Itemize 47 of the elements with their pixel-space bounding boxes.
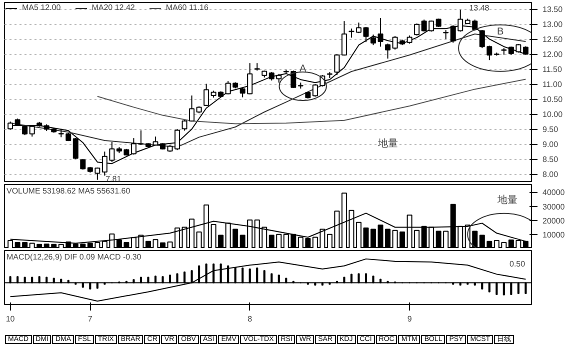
y-tick-label: 10000 — [542, 230, 566, 240]
candlestick — [370, 34, 376, 46]
y-tick-label: 8.00 — [542, 170, 559, 180]
y-tick-label: 11.00 — [542, 80, 562, 90]
y-tick-label: 9.00 — [542, 140, 559, 150]
line-series — [96, 78, 526, 124]
candlestick — [80, 158, 86, 170]
x-tick-label: 10 — [6, 314, 16, 324]
annotation: 地量 — [496, 194, 518, 206]
candlestick — [29, 125, 35, 138]
annotation: A — [300, 64, 307, 75]
chart-title: VOLUME 53198.62 MA5 55631.60 — [6, 186, 131, 196]
candlestick — [486, 45, 492, 61]
y-tick-label: 13.50 — [542, 5, 564, 14]
legend-label: MA20 12.42 — [92, 3, 135, 12]
y-tick-label: 40000 — [542, 188, 566, 198]
y-tick-label: 10.50 — [542, 95, 564, 104]
candlestick — [189, 95, 195, 122]
y-tick-label: 11.50 — [542, 65, 562, 74]
y-tick-label: 30000 — [542, 202, 566, 212]
annotation: 13.48 — [469, 3, 490, 12]
candlestick — [182, 120, 188, 132]
candlestick — [204, 83, 210, 106]
annotation: 0.50 — [510, 260, 526, 269]
candlestick — [130, 138, 136, 156]
candlestick — [334, 54, 340, 76]
candlestick — [385, 43, 391, 60]
chart-title: MACD(12,26,9) DIF 0.09 MACD -0.30 — [6, 252, 142, 262]
candlestick — [341, 20, 347, 56]
y-tick-label: 8.50 — [542, 155, 559, 164]
x-tick-label: 8 — [248, 314, 253, 324]
candlestick — [479, 30, 485, 49]
annotation: 7.81 — [106, 174, 122, 184]
candlestick — [22, 125, 28, 136]
y-tick-label: 13.00 — [542, 20, 564, 30]
y-tick-label: 9.50 — [542, 125, 559, 134]
x-tick-label: 9 — [407, 314, 412, 324]
legend-label: MA5 12.00 — [22, 3, 61, 12]
y-tick-label: 12.50 — [542, 35, 564, 44]
annotation: 地量 — [376, 138, 398, 150]
y-tick-label: 10.00 — [542, 110, 564, 120]
legend-label: MA60 11.16 — [166, 3, 208, 12]
candlestick — [72, 138, 78, 160]
y-tick-label: 20000 — [542, 216, 566, 226]
annotation: B — [496, 26, 504, 38]
x-tick-label: 7 — [88, 314, 93, 324]
y-tick-label: 12.00 — [542, 50, 564, 60]
